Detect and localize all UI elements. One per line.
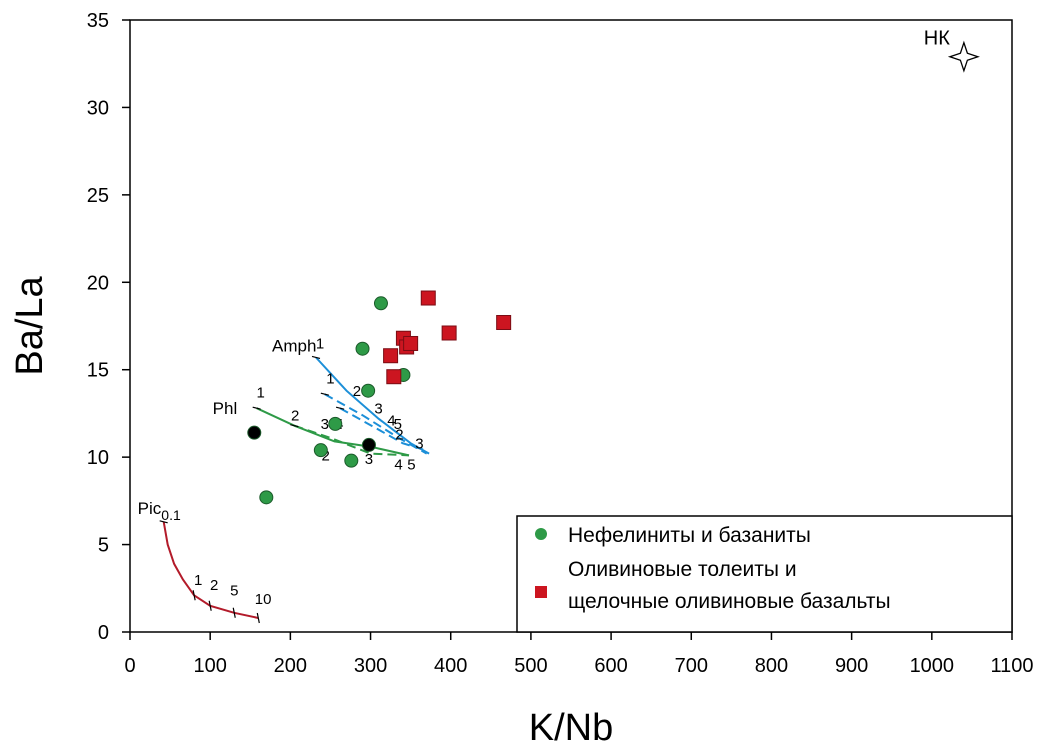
legend-label-nephelinites: Нефелиниты и базаниты (568, 524, 811, 547)
curve-tick-label: 2 (395, 427, 403, 444)
curve-tick-label: 4 (394, 456, 402, 473)
y-tick-label: 30 (87, 97, 109, 119)
curve-tick-label: 2 (291, 407, 299, 424)
x-axis: 0 100 200 300 400 500 600 700 800 900 1000 1100 (124, 632, 1034, 677)
legend-marker-nephelinites (535, 528, 547, 540)
star-icon (947, 40, 980, 73)
curve-step-tick (256, 612, 260, 624)
curve-label: Amph (272, 336, 316, 355)
point-series-2 (361, 437, 376, 452)
point-series-0 (313, 443, 328, 458)
model-curve-2 (339, 407, 426, 452)
point-series-1 (420, 290, 436, 306)
y-tick-label: 25 (87, 185, 109, 207)
curve-tick-label: 1 (326, 371, 334, 388)
curve-tick-label: 3 (321, 416, 329, 433)
point-series-0 (355, 341, 370, 356)
model-curve-3 (256, 407, 410, 457)
model-curve-1 (324, 393, 428, 455)
star-label: НК (924, 28, 950, 50)
curve-tick-label: 5 (407, 456, 415, 473)
curve-end-tick (159, 520, 168, 524)
legend-box (516, 515, 1013, 633)
curve-label: Phl (213, 399, 238, 418)
x-tick-label: 1100 (990, 655, 1033, 677)
x-axis-title: K/Nb (529, 707, 613, 749)
x-tick-label: 0 (124, 655, 135, 677)
y-axis: 0 5 10 15 20 25 30 35 (87, 10, 130, 644)
point-series-2 (247, 425, 262, 440)
curve-end-tick (252, 406, 261, 410)
point-series-1 (383, 348, 399, 364)
x-tick-label: 800 (755, 655, 788, 677)
x-tick-label: 600 (594, 655, 627, 677)
curve-tick-label: 4 (387, 413, 395, 430)
y-tick-label: 0 (98, 622, 109, 644)
point-series-0 (344, 453, 359, 468)
curve-label: Pic0.1 (138, 499, 181, 523)
curve-tick-label: 3 (365, 451, 373, 468)
y-tick-label: 15 (87, 360, 109, 382)
y-axis-title: Ba/La (9, 275, 51, 375)
x-tick-label: 100 (193, 655, 226, 677)
x-tick-label: 400 (434, 655, 467, 677)
legend-marker-tholeiites (535, 586, 547, 598)
curve-end-tick (320, 392, 329, 396)
x-tick-label: 900 (835, 655, 868, 677)
curve-step-tick (192, 590, 196, 601)
curve-tick-label: 1 (257, 385, 265, 402)
curve-step-tick (232, 607, 236, 618)
curve-tick-label: 2 (321, 448, 329, 465)
curve-end-tick (290, 424, 299, 428)
curve-end-tick (335, 406, 345, 410)
point-series-1 (496, 315, 512, 331)
data-points (247, 290, 512, 505)
x-tick-label: 200 (274, 655, 307, 677)
point-series-0 (259, 490, 274, 505)
x-tick-label: 700 (675, 655, 708, 677)
y-tick-label: 20 (87, 272, 109, 294)
model-curve-5 (162, 521, 259, 619)
x-tick-label: 1000 (910, 655, 955, 677)
curve-tick-label: 5 (394, 416, 402, 433)
y-tick-label: 5 (98, 535, 109, 557)
curve-tick-label: 2 (353, 383, 361, 400)
curve-tick-label: 3 (374, 400, 382, 417)
point-series-0 (361, 383, 376, 398)
curve-tick-label: 1 (194, 572, 202, 589)
curve-tick-label: 2 (210, 577, 218, 594)
curve-tick-label: 1 (316, 336, 324, 353)
y-tick-label: 35 (87, 10, 109, 32)
curve-step-tick (208, 600, 212, 611)
curve-tick-label: 5 (230, 582, 238, 599)
model-curves: 1Amph12345231234Phl234512510Pic0.1 (138, 336, 430, 624)
legend-label-tholeiites: Оливиновые толеиты и щелочные оливиновые … (568, 558, 891, 613)
y-tick-label: 10 (87, 447, 109, 469)
curve-end-tick (311, 355, 321, 360)
point-series-0 (373, 296, 388, 311)
point-series-0 (328, 416, 343, 431)
point-series-1 (403, 335, 419, 351)
star-marker: НК (924, 28, 980, 73)
model-curve-4 (294, 424, 410, 457)
legend: Нефелиниты и базаниты Оливиновые толеиты… (516, 515, 1013, 633)
x-tick-label: 300 (354, 655, 387, 677)
point-series-1 (386, 369, 402, 385)
curve-tick-label: 10 (255, 591, 272, 608)
curve-tick-label: 3 (415, 435, 423, 452)
x-tick-label: 500 (514, 655, 547, 677)
point-series-1 (441, 325, 457, 341)
